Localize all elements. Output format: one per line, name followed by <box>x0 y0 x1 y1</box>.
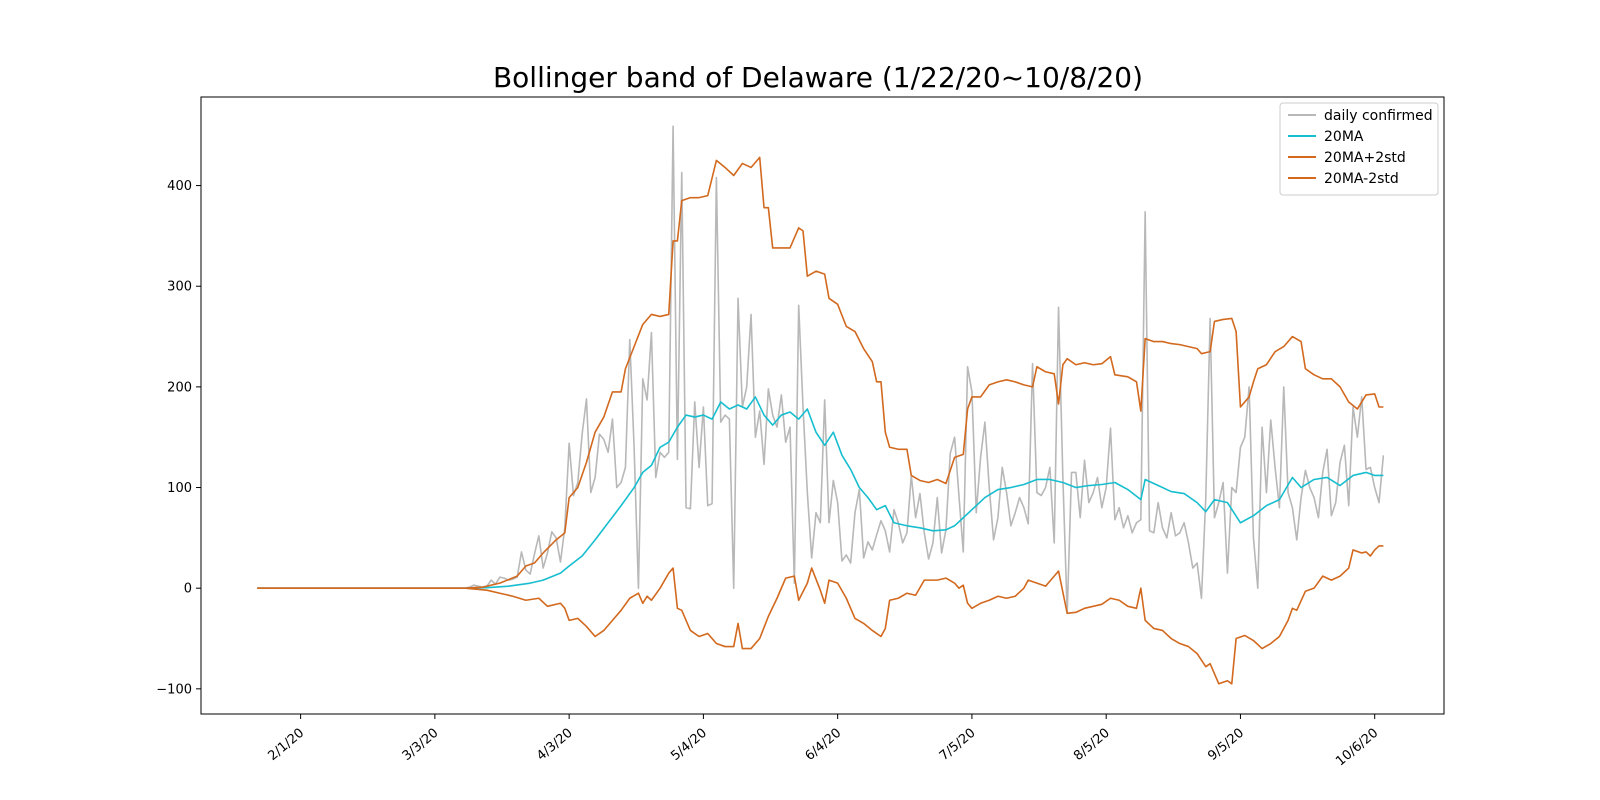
chart-title: Bollinger band of Delaware (1/22/20~10/8… <box>493 61 1143 94</box>
y-tick-label: 400 <box>167 179 192 194</box>
series-line-20ma-2std <box>257 156 1384 589</box>
y-tick-label: −100 <box>156 682 192 697</box>
legend-label: 20MA+2std <box>1324 150 1406 166</box>
y-tick-label: 200 <box>167 380 192 395</box>
legend-label: 20MA <box>1324 129 1364 145</box>
plot-frame <box>200 96 1445 715</box>
series-line-20ma-2std <box>257 545 1384 685</box>
y-tick-label: 300 <box>167 280 192 295</box>
y-tick-label: 100 <box>167 481 192 496</box>
series-line-daily-confirmed <box>257 125 1385 615</box>
y-tick-label: 0 <box>184 582 192 597</box>
series-line-20ma <box>257 396 1384 589</box>
series-layer <box>257 125 1385 685</box>
legend-label: daily confirmed <box>1324 108 1433 124</box>
legend: daily confirmed 20MA 20MA+2std 20MA-2std <box>1279 102 1439 196</box>
legend-label: 20MA-2std <box>1324 171 1399 187</box>
legend-box <box>1279 102 1439 196</box>
